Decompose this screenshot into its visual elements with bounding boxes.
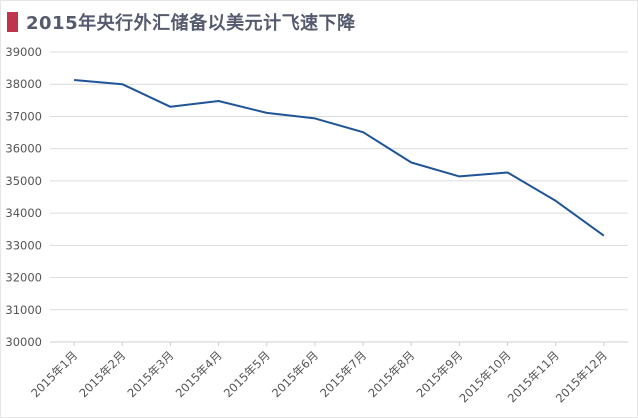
series-group <box>72 78 606 238</box>
y-tick-label: 33000 <box>5 238 42 252</box>
x-tick-label: 2015年3月 <box>124 348 176 400</box>
chart-title-bar: 2015年央行外汇储备以美元计飞速下降 <box>7 9 356 35</box>
y-tick-label: 38000 <box>5 77 42 91</box>
x-tick-label: 2015年2月 <box>76 348 128 400</box>
data-point <box>409 160 414 165</box>
x-tick-label: 2015年1月 <box>28 348 80 400</box>
data-point <box>312 116 317 121</box>
y-tick-label: 34000 <box>5 206 42 220</box>
x-tick-label: 2015年12月 <box>553 348 610 405</box>
series-line-0 <box>74 79 605 237</box>
chart-title: 2015年央行外汇储备以美元计飞速下降 <box>26 13 356 34</box>
data-point <box>457 174 462 179</box>
data-point <box>120 82 125 87</box>
y-tick-label: 35000 <box>5 174 42 188</box>
x-tick-label: 2015年5月 <box>221 348 273 400</box>
y-axis-tick-labels: 30000 31000 32000 33000 34000 35000 36000 37000… <box>5 45 42 349</box>
y-tick-label: 32000 <box>5 271 42 285</box>
y-tick-label: 31000 <box>5 303 42 317</box>
y-tick-label: 37000 <box>5 109 42 123</box>
x-axis <box>73 342 605 346</box>
grid-lines <box>50 51 628 343</box>
data-point <box>505 170 510 175</box>
data-point <box>361 130 366 135</box>
data-point <box>553 198 558 203</box>
y-tick-label: 36000 <box>5 142 42 156</box>
x-tick-label: 2015年8月 <box>365 348 417 400</box>
data-point <box>601 233 606 238</box>
x-tick-label: 2015年9月 <box>413 348 465 400</box>
data-point <box>216 98 221 103</box>
data-point <box>264 110 269 115</box>
y-tick-label: 30000 <box>5 335 42 349</box>
x-axis-tick-labels: 2015年1月2015年2月2015年3月2015年4月2015年5月2015年… <box>28 348 610 405</box>
data-point <box>168 104 173 109</box>
x-tick-label: 2015年4月 <box>173 348 225 400</box>
title-marker <box>7 12 18 32</box>
y-tick-label: 39000 <box>5 45 42 59</box>
x-tick-label: 2015年7月 <box>317 348 369 400</box>
x-tick-label: 2015年6月 <box>269 348 321 400</box>
data-point <box>72 78 77 83</box>
